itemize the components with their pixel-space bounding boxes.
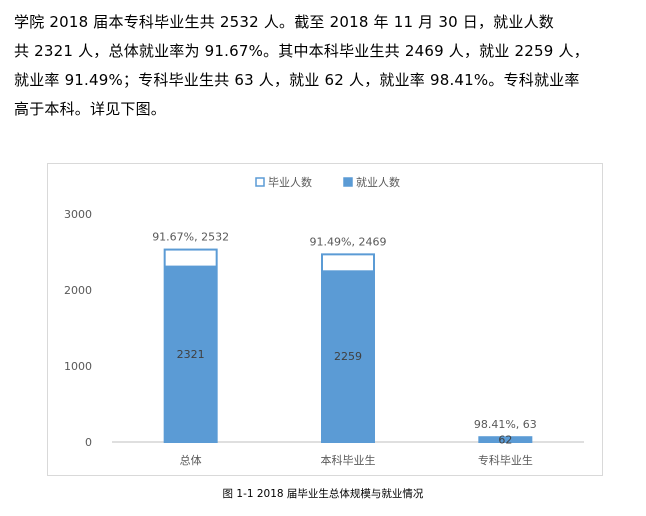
legend-swatch-0 — [255, 177, 265, 187]
employed-bar-1 — [322, 270, 374, 442]
y-tick-label-1: 1000 — [64, 360, 92, 373]
bar-chart: 0 1000 2000 3000 91.67%, 2532 2321 总体 91.49%, 2… — [64, 175, 584, 467]
top-data-label-1: 91.49%, 2469 — [310, 235, 387, 248]
paragraph-line-2: 共 2321 人，总体就业率为 91.67%。其中本科毕业生共 2469 人，就… — [14, 42, 589, 60]
y-tick-label-2: 2000 — [64, 284, 92, 297]
figure-caption: 图 1-1 2018 届毕业生总体规模与就业情况 — [222, 488, 424, 500]
employed-bar-0 — [164, 265, 217, 442]
inner-data-label-0: 2321 — [177, 348, 205, 361]
paragraph-line-3: 就业率 91.49%；专科毕业生共 63 人，就业 62 人，就业率 98.41… — [14, 71, 580, 89]
y-tick-label-0: 0 — [85, 436, 92, 449]
paragraph-line-1: 学院 2018 届本专科毕业生共 2532 人。截至 2018 年 11 月 3… — [14, 13, 554, 31]
legend-label-1: 就业人数 — [356, 175, 400, 189]
category-label-2: 专科毕业生 — [478, 453, 533, 467]
legend-label-0: 毕业人数 — [268, 176, 312, 189]
category-label-1: 本科毕业生 — [321, 453, 376, 467]
legend-swatch-1 — [343, 177, 353, 187]
category-label-0: 总体 — [180, 453, 202, 467]
inner-data-label-1: 2259 — [334, 350, 362, 363]
paragraph-line-4: 高于本科。详见下图。 — [14, 100, 167, 118]
employed-bar-2 — [479, 437, 532, 442]
inner-data-label-2: 62 — [498, 434, 512, 447]
y-tick-label-3: 3000 — [64, 208, 92, 221]
chart-area: 0 1000 2000 3000 91.67%, 2532 2321 总体 91.49%, 2… — [47, 163, 603, 476]
top-data-label-0: 91.67%, 2532 — [152, 231, 229, 244]
intro-paragraph: 学院 2018 届本专科毕业生共 2532 人。截至 2018 年 11 月 3… — [14, 8, 636, 124]
top-data-label-2: 98.41%, 63 — [474, 418, 537, 431]
